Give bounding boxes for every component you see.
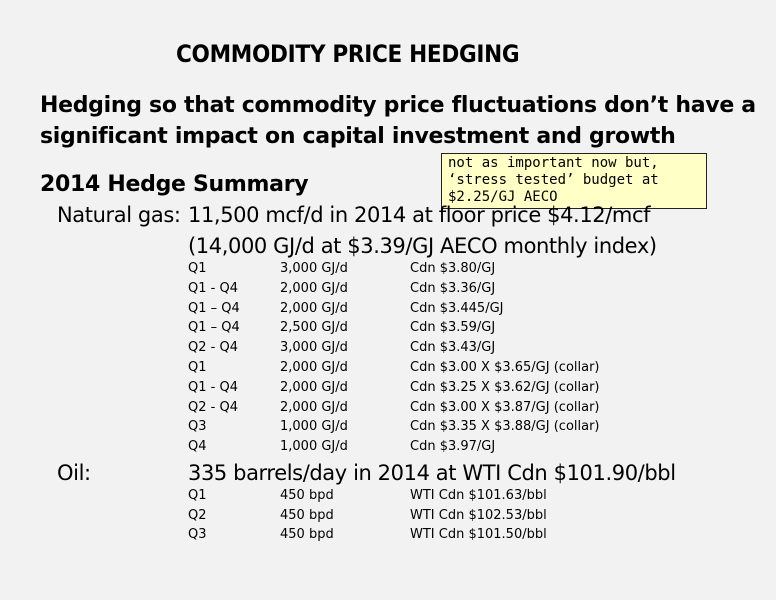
hedge-period: Q1 - Q4 bbox=[188, 280, 238, 296]
subtitle: Hedging so that commodity price fluctuat… bbox=[40, 90, 756, 152]
table-row: Q1 450 bpd WTI Cdn $101.63/bbl bbox=[0, 488, 776, 508]
table-row: Q4 1,000 GJ/d Cdn $3.97/GJ bbox=[0, 439, 776, 459]
natural-gas-label: Natural gas: bbox=[57, 203, 181, 227]
table-row: Q1 – Q4 2,000 GJ/d Cdn $3.445/GJ bbox=[0, 301, 776, 321]
hedge-period: Q4 bbox=[188, 439, 207, 455]
hedge-volume: 2,000 GJ/d bbox=[280, 399, 348, 415]
table-row: Q1 - Q4 2,000 GJ/d Cdn $3.36/GJ bbox=[0, 281, 776, 301]
hedge-volume: 2,500 GJ/d bbox=[280, 320, 348, 336]
table-row: Q2 450 bpd WTI Cdn $102.53/bbl bbox=[0, 508, 776, 528]
hedge-price: Cdn $3.35 X $3.88/GJ (collar) bbox=[410, 419, 600, 435]
hedge-price: WTI Cdn $102.53/bbl bbox=[410, 507, 547, 523]
hedge-price: Cdn $3.43/GJ bbox=[410, 340, 496, 356]
hedge-volume: 3,000 GJ/d bbox=[280, 340, 348, 356]
hedge-price: Cdn $3.80/GJ bbox=[410, 261, 496, 276]
oil-label: Oil: bbox=[57, 461, 91, 485]
hedge-period: Q1 bbox=[188, 360, 207, 375]
hedge-period: Q3 bbox=[188, 527, 207, 542]
hedge-volume: 3,000 GJ/d bbox=[280, 261, 348, 276]
hedge-price: Cdn $3.59/GJ bbox=[410, 320, 496, 336]
hedge-period: Q1 – Q4 bbox=[188, 320, 240, 336]
hedge-volume: 2,000 GJ/d bbox=[280, 360, 348, 375]
table-row: Q2 - Q4 2,000 GJ/d Cdn $3.00 X $3.87/GJ (c… bbox=[0, 400, 776, 420]
hedge-price: Cdn $3.97/GJ bbox=[410, 439, 496, 455]
oil-line-1: 335 barrels/day in 2014 at WTI Cdn $101.… bbox=[188, 461, 676, 485]
hedge-period: Q1 – Q4 bbox=[188, 300, 240, 316]
hedge-volume: 1,000 GJ/d bbox=[280, 439, 348, 455]
table-row: Q3 450 bpd WTI Cdn $101.50/bbl bbox=[0, 527, 776, 547]
subtitle-line-1: Hedging so that commodity price fluctuat… bbox=[40, 93, 756, 118]
table-row: Q1 2,000 GJ/d Cdn $3.00 X $3.65/GJ (collar… bbox=[0, 360, 776, 380]
table-row: Q3 1,000 GJ/d Cdn $3.35 X $3.88/GJ (collar… bbox=[0, 419, 776, 439]
table-row: Q1 – Q4 2,500 GJ/d Cdn $3.59/GJ bbox=[0, 320, 776, 340]
subtitle-line-2: significant impact on capital investment… bbox=[40, 124, 676, 149]
hedge-volume: 2,000 GJ/d bbox=[280, 300, 348, 316]
page-title: COMMODITY PRICE HEDGING bbox=[176, 40, 520, 68]
hedge-period: Q2 - Q4 bbox=[188, 340, 238, 356]
natural-gas-line-2: (14,000 GJ/d at $3.39/GJ AECO monthly in… bbox=[188, 234, 657, 258]
hedge-price: Cdn $3.25 X $3.62/GJ (collar) bbox=[410, 379, 600, 395]
hedge-volume: 1,000 GJ/d bbox=[280, 419, 348, 435]
natural-gas-line-1: 11,500 mcf/d in 2014 at floor price $4.1… bbox=[188, 203, 651, 227]
hedge-volume: 2,000 GJ/d bbox=[280, 280, 348, 296]
hedge-period: Q2 - Q4 bbox=[188, 399, 238, 415]
hedge-volume: 450 bpd bbox=[280, 527, 334, 542]
hedge-period: Q2 bbox=[188, 507, 207, 523]
hedge-price: Cdn $3.00 X $3.65/GJ (collar) bbox=[410, 360, 600, 375]
hedge-period: Q1 - Q4 bbox=[188, 379, 238, 395]
hedge-period: Q1 bbox=[188, 261, 207, 276]
hedge-price: WTI Cdn $101.63/bbl bbox=[410, 488, 547, 503]
hedge-volume: 450 bpd bbox=[280, 507, 334, 523]
table-row: Q2 - Q4 3,000 GJ/d Cdn $3.43/GJ bbox=[0, 340, 776, 360]
hedge-price: Cdn $3.445/GJ bbox=[410, 300, 504, 316]
hedge-price: WTI Cdn $101.50/bbl bbox=[410, 527, 547, 542]
hedge-volume: 450 bpd bbox=[280, 488, 334, 503]
callout-note: not as important now but, ‘stress tested… bbox=[441, 153, 707, 209]
hedge-period: Q3 bbox=[188, 419, 207, 435]
hedge-period: Q1 bbox=[188, 488, 207, 503]
table-row: Q1 - Q4 2,000 GJ/d Cdn $3.25 X $3.62/GJ (c… bbox=[0, 380, 776, 400]
summary-heading: 2014 Hedge Summary bbox=[40, 172, 309, 197]
hedge-volume: 2,000 GJ/d bbox=[280, 379, 348, 395]
hedge-price: Cdn $3.36/GJ bbox=[410, 280, 496, 296]
hedge-price: Cdn $3.00 X $3.87/GJ (collar) bbox=[410, 399, 600, 415]
table-row: Q1 3,000 GJ/d Cdn $3.80/GJ bbox=[0, 261, 776, 281]
